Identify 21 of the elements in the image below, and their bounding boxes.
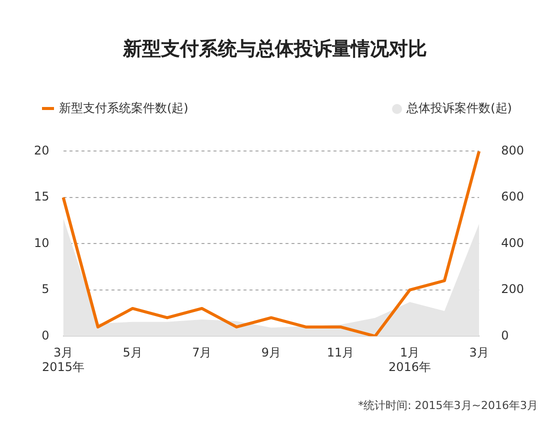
legend-label: 新型支付系统案件数(起)	[59, 100, 188, 117]
x-tick-label: 9月	[261, 346, 282, 360]
y2-tick-label: 0	[501, 328, 509, 342]
text: *统计时间: 2015年3月~2016年3月	[358, 398, 538, 413]
y-tick-label: 15	[34, 190, 50, 204]
legend-label: 总体投诉案件数(起)	[406, 100, 512, 117]
y-tick-label: 5	[42, 282, 50, 296]
x-tick-label: 3月 2015年	[42, 346, 85, 374]
y2-tick-label: 600	[501, 190, 524, 204]
x-tick-label: 1月 2016年	[388, 346, 432, 374]
x-tick-label: 7月	[192, 346, 212, 360]
chart-title: 新型支付系统与总体投诉量情况对比	[122, 37, 428, 62]
y2-tick-label: 800	[501, 143, 524, 158]
x-tick-label: 11月	[326, 346, 354, 360]
x-tick-label: 5月	[122, 346, 142, 360]
y2-tick-label: 400	[501, 236, 524, 250]
x-tick-label: 3月	[469, 346, 489, 360]
y-tick-label: 0	[42, 328, 50, 342]
y2-tick-label: 200	[501, 282, 524, 296]
y-tick-label: 10	[34, 236, 50, 250]
y-tick-label: 20	[34, 143, 50, 158]
